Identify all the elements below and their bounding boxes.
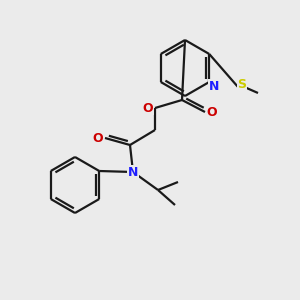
Text: O: O bbox=[143, 101, 153, 115]
Text: O: O bbox=[93, 131, 103, 145]
Text: S: S bbox=[238, 79, 247, 92]
Text: O: O bbox=[207, 106, 217, 118]
Text: N: N bbox=[128, 166, 138, 178]
Text: N: N bbox=[209, 80, 219, 92]
